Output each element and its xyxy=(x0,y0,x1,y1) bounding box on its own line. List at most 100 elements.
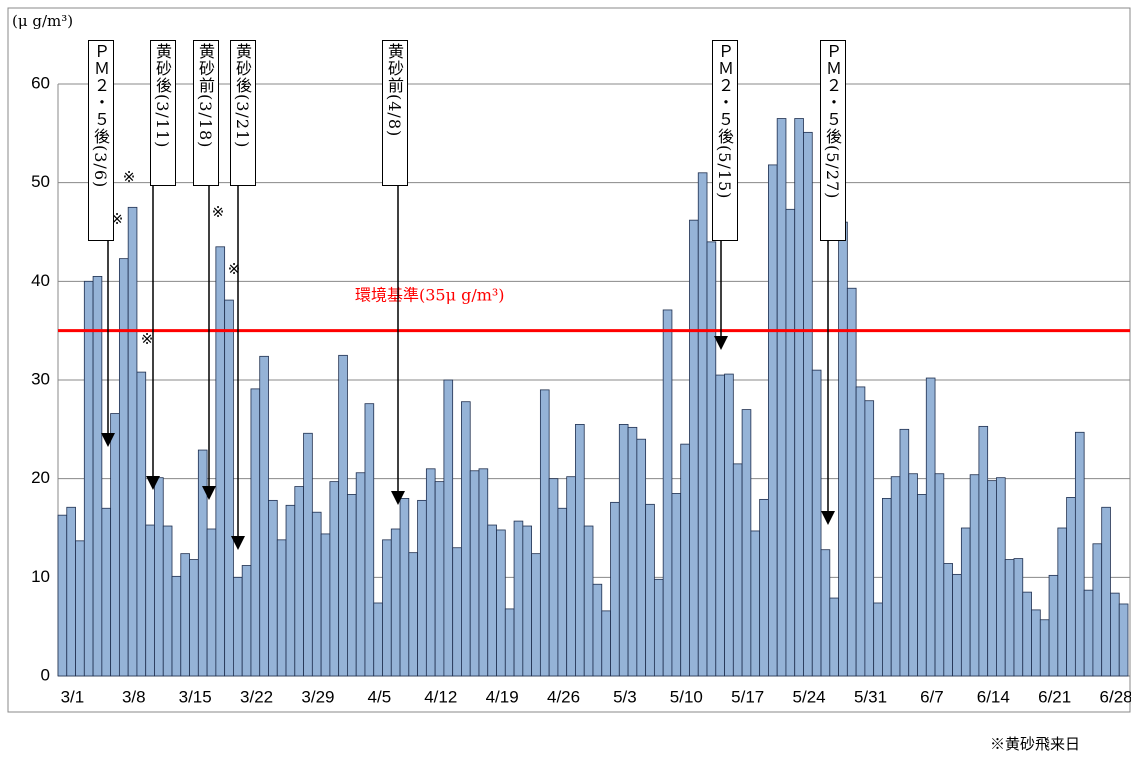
bar xyxy=(689,219,699,677)
bar xyxy=(1083,589,1094,677)
bar xyxy=(390,528,401,677)
annotation-box: 黄砂前(4/8) xyxy=(382,40,408,186)
bar xyxy=(180,553,190,677)
x-tick-label: 4/19 xyxy=(486,687,519,706)
bar xyxy=(224,299,234,677)
x-tick-label: 4/5 xyxy=(368,687,392,706)
bar xyxy=(820,549,831,677)
annotation-box: 黄砂後(3/21) xyxy=(230,40,256,186)
bar xyxy=(1101,506,1111,677)
bar xyxy=(92,275,103,677)
annotation-box: 黄砂前(3/18) xyxy=(193,40,219,186)
bar xyxy=(662,309,673,677)
x-tick-label: 3/29 xyxy=(301,687,334,706)
arrow-head xyxy=(202,486,216,500)
bar xyxy=(276,539,287,677)
bar xyxy=(355,472,366,677)
bar xyxy=(425,468,436,677)
bar xyxy=(522,525,533,677)
bar xyxy=(189,559,199,677)
bar xyxy=(732,463,743,677)
bar xyxy=(873,602,883,677)
y-tick-label: 30 xyxy=(31,369,50,388)
bar xyxy=(250,388,261,677)
bar xyxy=(57,514,68,677)
x-tick-label: 3/15 xyxy=(179,687,212,706)
bar xyxy=(127,206,138,677)
bar xyxy=(215,246,226,677)
bar xyxy=(715,374,725,677)
bar xyxy=(636,438,647,677)
bar xyxy=(399,497,410,677)
bar xyxy=(1118,603,1129,677)
bar xyxy=(1022,591,1032,677)
annotation-box: ＰＭ２・５後(3/6) xyxy=(88,40,114,241)
bar xyxy=(329,481,340,677)
bar xyxy=(1092,543,1103,677)
bar xyxy=(478,468,489,677)
bar xyxy=(162,525,173,677)
bar xyxy=(1057,527,1068,677)
reference-label: 環境基準(35μ g/m³) xyxy=(355,286,505,305)
bar xyxy=(101,507,112,677)
bar xyxy=(443,379,454,677)
bar xyxy=(83,280,94,677)
y-unit: (μ g/m³) xyxy=(12,12,73,30)
x-tick-label: 6/14 xyxy=(977,687,1010,706)
bar xyxy=(925,377,936,677)
bar xyxy=(259,355,269,677)
annotation-box: 黄砂後(3/11) xyxy=(150,40,176,186)
y-tick-label: 20 xyxy=(31,468,50,487)
bar xyxy=(566,476,576,677)
bar xyxy=(452,547,462,677)
x-tick-label: 5/10 xyxy=(670,687,703,706)
bar xyxy=(233,576,243,677)
y-tick-label: 40 xyxy=(31,271,50,290)
bar xyxy=(575,423,585,677)
bar xyxy=(943,563,953,677)
x-tick-label: 4/26 xyxy=(547,687,580,706)
bar xyxy=(794,118,804,677)
chart-frame xyxy=(7,7,1131,713)
y-tick-label: 50 xyxy=(31,172,50,191)
bar xyxy=(373,602,383,677)
bar xyxy=(66,506,76,677)
bar xyxy=(197,449,208,677)
bar xyxy=(996,477,1006,677)
bar xyxy=(136,371,147,677)
bar xyxy=(285,504,296,677)
bar xyxy=(741,409,752,677)
bar xyxy=(268,499,278,677)
bar xyxy=(671,493,682,677)
bar xyxy=(1074,431,1085,677)
bar xyxy=(838,221,848,677)
y-tick-label: 10 xyxy=(31,567,50,586)
y-tick-label: 60 xyxy=(31,73,50,92)
bar xyxy=(75,540,85,677)
bar xyxy=(110,413,120,677)
bar xyxy=(118,258,129,677)
arrow-head xyxy=(101,433,115,447)
bar xyxy=(557,507,568,677)
bar xyxy=(1110,592,1120,677)
bar xyxy=(548,478,559,677)
bar xyxy=(987,480,997,677)
bar xyxy=(908,473,918,677)
bar xyxy=(776,118,787,677)
bar xyxy=(408,552,418,677)
bar xyxy=(513,520,524,677)
x-tick-label: 3/1 xyxy=(61,687,85,706)
bar xyxy=(627,426,638,677)
bar xyxy=(171,575,182,677)
bar xyxy=(890,476,901,677)
footnote: ※黄砂飛来日 xyxy=(990,735,1080,753)
bar xyxy=(882,497,892,677)
dust-mark: ※ xyxy=(228,261,241,278)
bar xyxy=(320,533,331,677)
x-tick-label: 6/7 xyxy=(920,687,944,706)
bar xyxy=(601,610,611,677)
bar xyxy=(347,494,357,677)
dust-mark: ※ xyxy=(141,331,154,348)
bar xyxy=(241,565,252,677)
